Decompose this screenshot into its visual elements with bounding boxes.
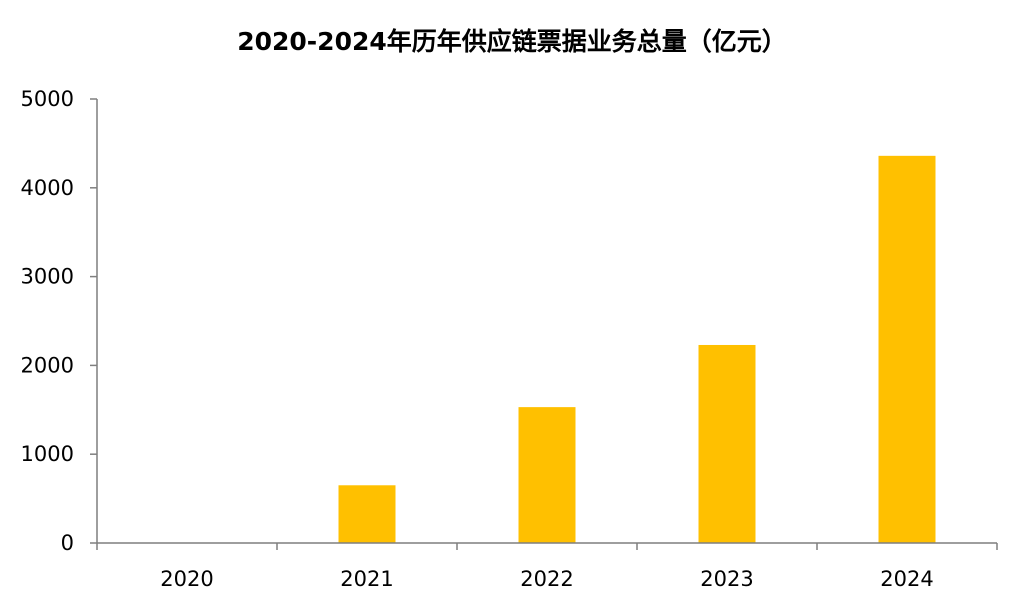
y-tick-label: 3000 (21, 265, 74, 289)
y-tick-label: 5000 (21, 87, 74, 111)
bars-group (338, 155, 936, 543)
y-tick-label: 2000 (21, 353, 74, 377)
y-tick-label: 0 (61, 531, 74, 555)
bar-2021 (338, 485, 396, 543)
y-tick-label: 4000 (21, 176, 74, 200)
y-ticks-group: 0 1000 2000 3000 4000 5000 (21, 87, 97, 555)
y-tick-label: 1000 (21, 442, 74, 466)
x-tick-label: 2020 (160, 567, 213, 591)
bar-2023 (698, 344, 756, 543)
chart-title: 2020-2024年历年供应链票据业务总量（亿元） (237, 27, 787, 56)
x-tick-label: 2021 (340, 567, 393, 591)
x-tick-label: 2024 (880, 567, 933, 591)
bar-2024 (878, 155, 936, 543)
x-tick-label: 2023 (700, 567, 753, 591)
x-ticks-group: 2020 2021 2022 2023 2024 (96, 543, 998, 591)
bar-2022 (518, 407, 576, 543)
x-tick-label: 2022 (520, 567, 573, 591)
